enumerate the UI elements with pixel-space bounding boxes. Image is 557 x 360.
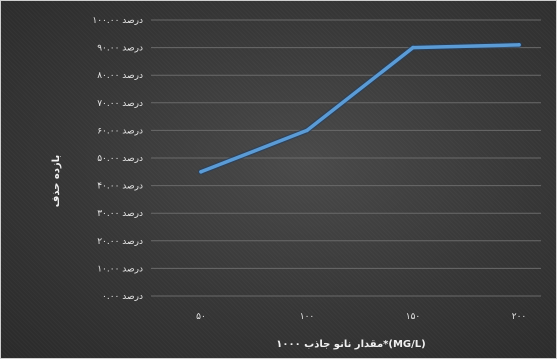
data-point <box>199 170 203 174</box>
y-tick-label: درصد ۱۰.۰۰ <box>97 264 143 274</box>
x-tick-label: ۲۰۰ <box>512 312 527 322</box>
series-layer <box>198 41 522 175</box>
series-line <box>199 43 521 174</box>
y-tick-label: درصد ۴۰.۰۰ <box>97 182 143 192</box>
x-axis-title: مقدار نانو جاذب ۱۰۰۰*(MG/L) <box>276 339 425 350</box>
x-axis-ticks: ۵۰ ۱۰۰ ۱۵۰ ۲۰۰ <box>196 312 526 322</box>
gridlines <box>151 19 541 297</box>
data-point <box>305 128 309 133</box>
data-point <box>517 43 521 47</box>
x-tick-label: ۵۰ <box>196 312 206 322</box>
y-axis-title: بازده حذف <box>51 155 62 207</box>
y-tick-label: درصد ۸۰.۰۰ <box>97 71 143 81</box>
y-tick-label: درصد ۱۰۰.۰۰ <box>92 16 143 26</box>
data-point <box>411 45 415 50</box>
y-tick-label: درصد ۰.۰۰ <box>102 292 143 302</box>
y-tick-label: درصد ۶۰.۰۰ <box>97 126 143 136</box>
y-axis-ticks: درصد ۰.۰۰ درصد ۱۰.۰۰ درصد ۲۰.۰۰ درصد ۳۰.۰۰ د… <box>92 16 143 302</box>
y-tick-label: درصد ۲۰.۰۰ <box>97 237 143 247</box>
y-tick-label: درصد ۵۰.۰۰ <box>97 154 143 164</box>
y-tick-label: درصد ۳۰.۰۰ <box>97 209 143 219</box>
x-tick-label: ۱۰۰ <box>300 312 315 322</box>
y-tick-label: درصد ۷۰.۰۰ <box>97 99 143 109</box>
x-tick-label: ۱۵۰ <box>406 312 421 322</box>
y-tick-label: درصد ۹۰.۰۰ <box>97 44 143 54</box>
